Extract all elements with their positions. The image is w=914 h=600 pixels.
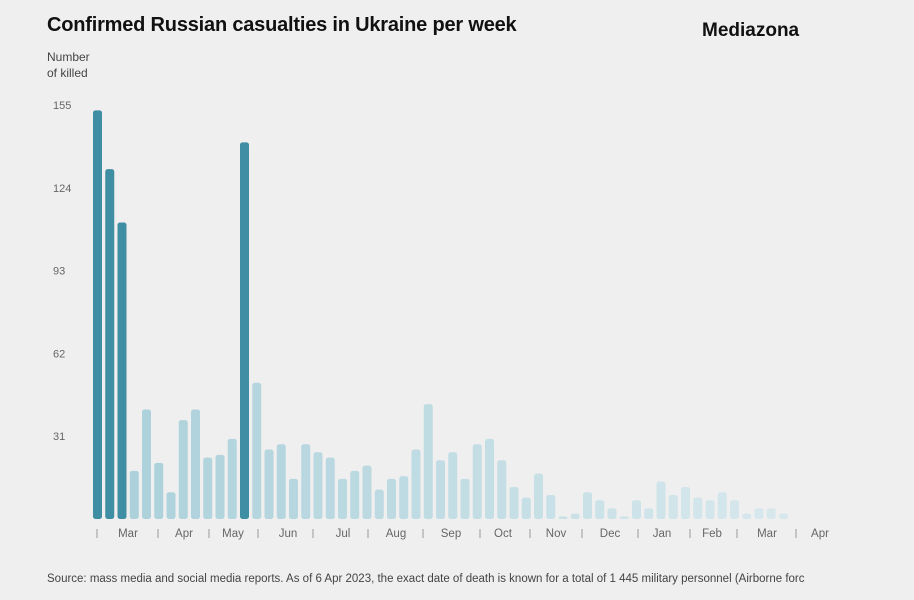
bar [754, 508, 764, 519]
brand-logo: Mediazona [702, 20, 800, 41]
bar [485, 438, 494, 519]
bar [301, 444, 311, 519]
bar [595, 500, 605, 519]
bar [338, 478, 347, 519]
x-tick-label: Mar [118, 528, 138, 540]
bar [779, 513, 788, 519]
bar [350, 470, 360, 519]
bar [154, 462, 164, 519]
bar [534, 473, 543, 519]
bar [93, 110, 102, 520]
y-tick-label: 62 [53, 348, 65, 360]
bar [203, 457, 213, 519]
bar [276, 444, 286, 519]
x-tick-label: Sep [441, 528, 461, 540]
y-tick-label: 155 [53, 100, 71, 112]
bar [423, 404, 433, 519]
bar [105, 169, 115, 520]
y-tick-label: 124 [53, 183, 71, 195]
x-tick-label: Dec [600, 528, 621, 540]
bar [681, 486, 690, 519]
bar [497, 460, 507, 519]
bar [178, 420, 188, 519]
y-axis-label-line-1: Number [47, 50, 90, 64]
x-tick-label: Jun [279, 528, 298, 540]
chart-title: Confirmed Russian casualties in Ukraine … [47, 14, 517, 36]
source-note: Source: mass media and social media repo… [47, 573, 805, 585]
bar [644, 508, 654, 519]
x-tick-label: Apr [811, 528, 829, 540]
bar [460, 478, 470, 519]
bar [387, 478, 396, 519]
x-tick-label: Feb [702, 528, 722, 540]
bar [558, 516, 568, 519]
bar [717, 492, 727, 519]
bar [313, 452, 323, 519]
bar [668, 494, 678, 519]
bar [448, 452, 458, 519]
bar [619, 516, 629, 519]
bar [166, 492, 176, 519]
x-tick-label: Nov [546, 528, 567, 540]
bar [742, 513, 752, 519]
x-tick-label: Oct [494, 528, 513, 540]
bar [436, 460, 445, 519]
y-axis-label-line-2: of killed [47, 66, 88, 80]
bar [509, 486, 519, 519]
x-tick-label: Apr [175, 528, 193, 540]
bar [766, 508, 776, 519]
bar [264, 449, 274, 519]
x-tick-label: Jan [653, 528, 672, 540]
bar [362, 465, 372, 519]
bar [117, 222, 127, 519]
bar [227, 438, 237, 519]
bar [521, 497, 531, 519]
bar [142, 409, 151, 519]
bar [325, 457, 335, 519]
y-tick-label: 93 [53, 266, 65, 278]
bar [656, 481, 666, 519]
bar [632, 500, 641, 519]
bar [374, 489, 384, 519]
bar [730, 500, 739, 519]
bar [129, 470, 139, 519]
bar [472, 444, 482, 519]
weekly-casualties-chart: 31 62 93 124 155 Mar Apr May Jun Jul Aug Sep Oct Nov D… [53, 100, 829, 540]
bar [693, 497, 703, 519]
x-tick-label: Jul [336, 528, 351, 540]
bar [546, 494, 556, 519]
bar [411, 449, 421, 519]
bar [215, 454, 225, 519]
y-tick-label: 31 [53, 431, 65, 443]
x-tick-label: Mar [757, 528, 777, 540]
x-tick-label: May [222, 528, 244, 540]
bar [252, 382, 262, 519]
bar [191, 409, 200, 519]
bar [240, 142, 249, 519]
bar [607, 508, 617, 519]
bar [570, 513, 580, 519]
bar [705, 500, 715, 519]
bar [399, 476, 409, 519]
x-tick-label: Aug [386, 528, 406, 540]
bar [583, 492, 592, 519]
y-axis-label: Number of killed [47, 49, 90, 81]
bar [289, 478, 298, 519]
